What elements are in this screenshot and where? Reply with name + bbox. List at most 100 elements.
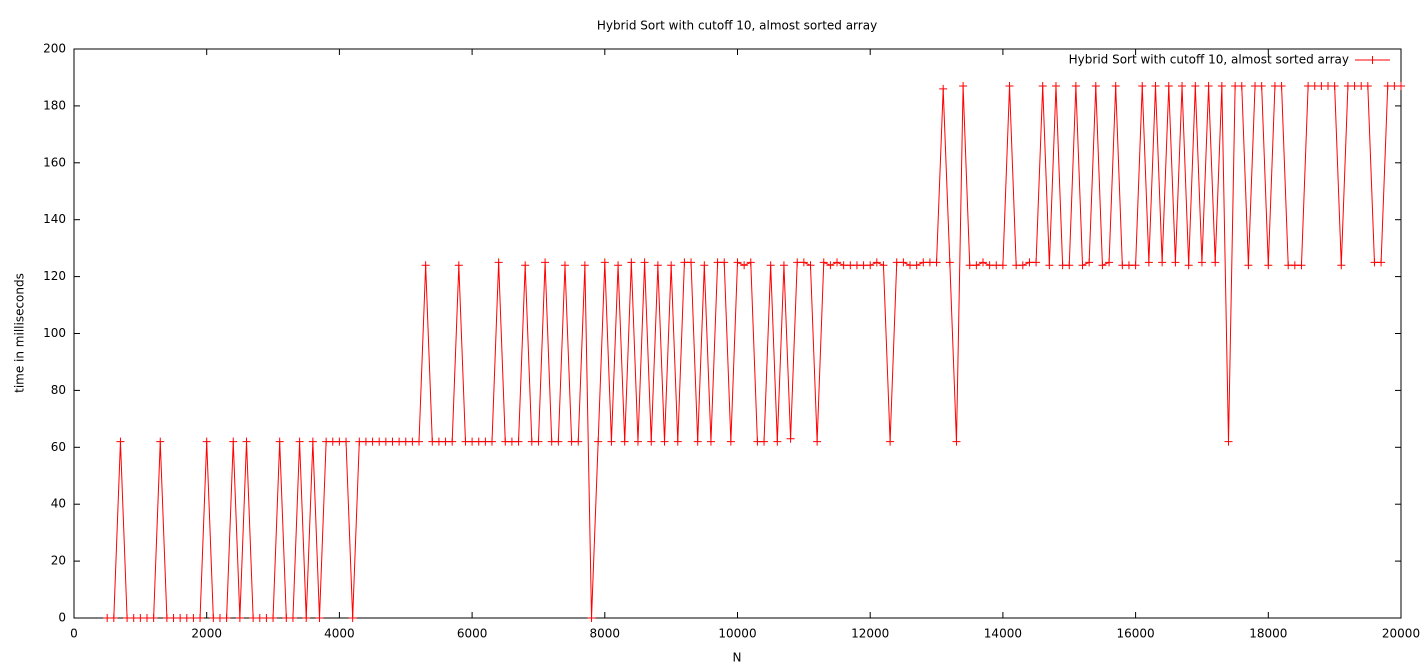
x-tick-label: 10000: [718, 627, 756, 641]
point-marker: [229, 437, 238, 446]
point-marker: [587, 614, 596, 622]
point-marker: [295, 437, 304, 446]
point-marker: [514, 437, 523, 446]
point-marker: [700, 261, 709, 270]
point-marker: [614, 261, 623, 270]
point-marker: [488, 437, 497, 446]
point-marker: [687, 258, 696, 267]
point-marker: [196, 614, 205, 622]
point-marker: [779, 261, 788, 270]
point-marker: [580, 261, 589, 270]
point-marker: [1158, 258, 1167, 267]
point-marker: [1217, 81, 1226, 90]
x-tick-label: 6000: [457, 627, 488, 641]
point-marker: [1330, 81, 1339, 90]
chart-title: Hybrid Sort with cutoff 10, almost sorte…: [597, 19, 877, 33]
point-marker: [886, 437, 895, 446]
point-marker: [1138, 81, 1147, 90]
legend-marker: [1368, 56, 1377, 64]
y-tick-label: 140: [43, 212, 66, 226]
point-marker: [1038, 81, 1047, 90]
x-tick-label: 16000: [1117, 627, 1155, 641]
x-axis-label: N: [733, 651, 742, 665]
point-marker: [766, 261, 775, 270]
point-marker: [640, 258, 649, 267]
point-marker: [799, 258, 808, 267]
x-tick-label: 14000: [984, 627, 1022, 641]
point-marker: [667, 261, 676, 270]
point-marker: [1184, 261, 1193, 270]
x-tick-label: 12000: [851, 627, 889, 641]
point-marker: [872, 258, 881, 267]
point-marker: [288, 614, 297, 622]
point-marker: [1204, 81, 1213, 90]
y-axis-label: time in milliseconds: [13, 273, 27, 393]
y-tick-label: 80: [51, 383, 66, 397]
point-marker: [647, 437, 656, 446]
y-tick-label: 60: [51, 440, 66, 454]
x-tick-label: 20000: [1382, 627, 1420, 641]
point-marker: [149, 614, 158, 622]
x-tick-label: 2000: [191, 627, 222, 641]
data-line: [107, 85, 1401, 619]
point-marker: [819, 258, 828, 267]
point-marker: [826, 261, 835, 270]
point-marker: [786, 434, 795, 443]
point-marker: [633, 437, 642, 446]
point-marker: [653, 261, 662, 270]
point-marker: [554, 437, 563, 446]
x-tick-label: 0: [70, 627, 78, 641]
point-marker: [673, 437, 682, 446]
point-marker: [1105, 258, 1114, 267]
point-marker: [952, 437, 961, 446]
point-marker: [541, 258, 550, 267]
point-marker: [998, 261, 1007, 270]
x-tick-label: 4000: [324, 627, 355, 641]
x-tick-label: 18000: [1249, 627, 1287, 641]
point-marker: [879, 261, 888, 270]
point-marker: [813, 437, 822, 446]
point-marker: [733, 258, 742, 267]
y-tick-label: 100: [43, 326, 66, 340]
x-tick-label: 8000: [590, 627, 621, 641]
point-marker: [1224, 437, 1233, 446]
point-marker: [1164, 81, 1173, 90]
point-marker: [1111, 81, 1120, 90]
point-marker: [415, 437, 424, 446]
point-marker: [348, 614, 357, 622]
point-marker: [1018, 261, 1027, 270]
point-marker: [235, 614, 244, 622]
point-marker: [308, 437, 317, 446]
point-marker: [1197, 258, 1206, 267]
point-marker: [156, 437, 165, 446]
point-marker: [607, 437, 616, 446]
point-marker: [202, 437, 211, 446]
point-marker: [899, 258, 908, 267]
point-marker: [959, 81, 968, 90]
point-marker: [1005, 81, 1014, 90]
point-marker: [620, 437, 629, 446]
point-marker: [693, 437, 702, 446]
point-marker: [912, 261, 921, 270]
y-tick-label: 160: [43, 155, 66, 169]
point-marker: [833, 258, 842, 267]
point-marker: [1297, 261, 1306, 270]
point-marker: [494, 258, 503, 267]
point-marker: [1171, 258, 1180, 267]
point-marker: [945, 258, 954, 267]
point-marker: [1277, 81, 1286, 90]
point-marker: [1244, 261, 1253, 270]
point-marker: [806, 261, 815, 270]
point-marker: [1363, 81, 1372, 90]
point-marker: [454, 261, 463, 270]
point-marker: [1178, 81, 1187, 90]
point-marker: [1337, 261, 1346, 270]
y-tick-label: 200: [43, 42, 66, 56]
point-marker: [109, 614, 118, 622]
point-marker: [1211, 258, 1220, 267]
point-marker: [1045, 261, 1054, 270]
point-marker: [521, 261, 530, 270]
point-marker: [1397, 81, 1405, 90]
point-marker: [1264, 261, 1273, 270]
